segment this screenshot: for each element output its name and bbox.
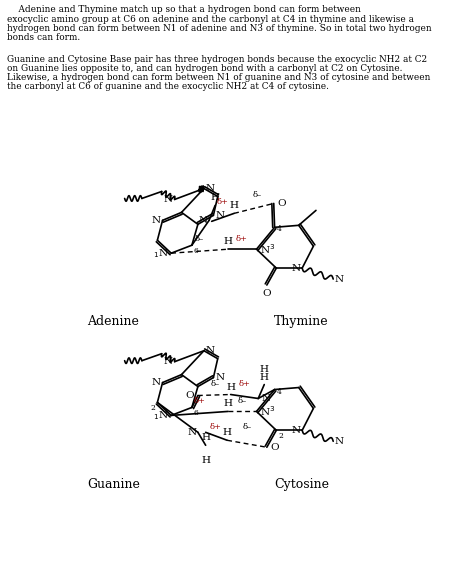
Text: O: O [277, 199, 286, 208]
Text: N$^3$: N$^3$ [260, 243, 275, 256]
Text: H: H [224, 237, 233, 246]
Text: δ+: δ+ [217, 198, 229, 206]
Text: H: H [229, 201, 238, 210]
Text: 6: 6 [193, 409, 199, 417]
Text: $_1$N: $_1$N [153, 247, 169, 259]
Text: δ–: δ– [237, 398, 246, 405]
Text: H: H [260, 364, 269, 374]
Text: δ+: δ+ [236, 236, 248, 243]
Text: N: N [335, 437, 344, 446]
Text: Thymine: Thymine [274, 315, 328, 328]
Text: Guanine and Cytosine Base pair has three hydrogen bonds because the exocyclic NH: Guanine and Cytosine Base pair has three… [8, 55, 428, 64]
Text: hydrogen bond can form between N1 of adenine and N3 of thymine. So in total two : hydrogen bond can form between N1 of ade… [8, 24, 432, 33]
Text: δ+: δ+ [210, 423, 222, 431]
Text: N: N [292, 264, 301, 273]
Text: O: O [186, 391, 194, 400]
Text: H: H [223, 429, 232, 437]
Text: Guanine: Guanine [87, 477, 140, 490]
Text: N: N [206, 346, 215, 355]
Text: N: N [164, 357, 173, 366]
Text: N: N [206, 184, 215, 193]
Text: δ+: δ+ [194, 398, 206, 405]
Text: N: N [164, 195, 173, 204]
Text: H: H [201, 433, 210, 442]
Text: H: H [210, 194, 219, 202]
Text: N: N [215, 211, 224, 220]
Text: H: H [226, 382, 235, 392]
Text: δ+: δ+ [238, 380, 250, 388]
Text: exocyclic amino group at C6 on adenine and the carbonyl at C4 in thymine and lik: exocyclic amino group at C6 on adenine a… [8, 15, 414, 23]
Text: δ–: δ– [210, 380, 220, 388]
Text: on Guanine lies opposite to, and can hydrogen bond with a carbonyl at C2 on Cyto: on Guanine lies opposite to, and can hyd… [8, 64, 403, 73]
Text: 2: 2 [151, 405, 155, 412]
Text: 4: 4 [277, 388, 282, 395]
Text: N: N [187, 428, 196, 437]
Text: N: N [152, 216, 161, 225]
Text: δ–: δ– [195, 236, 204, 243]
Text: $_1$N: $_1$N [153, 409, 169, 422]
Text: Likewise, a hydrogen bond can form between N1 of guanine and N3 of cytosine and : Likewise, a hydrogen bond can form betwe… [8, 73, 431, 82]
Text: N: N [262, 394, 271, 403]
Text: Adenine and Thymine match up so that a hydrogen bond can form between: Adenine and Thymine match up so that a h… [8, 5, 361, 15]
Text: N: N [335, 275, 344, 283]
Text: H: H [224, 399, 233, 409]
Text: N: N [152, 378, 161, 387]
Text: 2: 2 [279, 433, 284, 440]
Text: N: N [292, 426, 301, 435]
Text: δ–: δ– [242, 423, 252, 431]
Text: O: O [270, 442, 279, 452]
Text: N: N [215, 373, 224, 382]
Text: δ–: δ– [253, 191, 262, 199]
Text: O: O [263, 289, 271, 298]
Text: 6: 6 [193, 247, 199, 255]
Text: N$^3$: N$^3$ [260, 405, 275, 419]
Text: N: N [198, 216, 207, 225]
Text: Cytosine: Cytosine [274, 477, 329, 490]
Text: H: H [260, 373, 269, 381]
Text: H: H [201, 456, 210, 465]
Text: Adenine: Adenine [88, 315, 139, 328]
Text: 4: 4 [277, 225, 282, 233]
Text: the carbonyl at C6 of guanine and the exocyclic NH2 at C4 of cytosine.: the carbonyl at C6 of guanine and the ex… [8, 82, 329, 92]
Text: bonds can form.: bonds can form. [8, 33, 81, 42]
